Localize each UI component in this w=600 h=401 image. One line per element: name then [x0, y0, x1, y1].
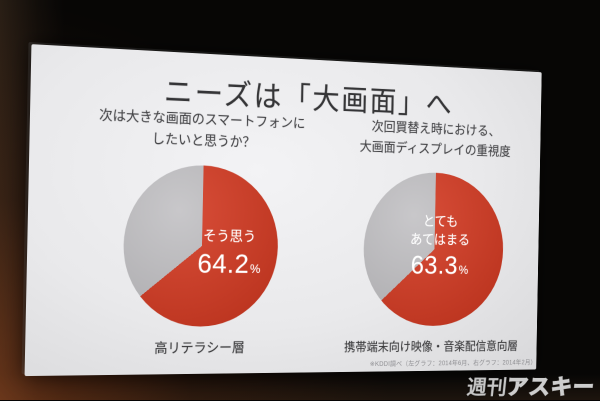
pie-right-value: 63.3% — [389, 250, 490, 280]
right-chart-caption: 携帯端末向け映像・音楽配信意向層 — [343, 339, 518, 355]
watermark-outline-text: アスキー — [505, 375, 597, 399]
pie-right-slice-label: とても あてはまる 63.3% — [389, 213, 490, 281]
watermark-solid-text: 週刊 — [465, 377, 508, 399]
pie-chart-left: そう思う 64.2% — [121, 163, 280, 327]
right-chart-panel: 次回買替え時における、 大画面ディスプレイの重視度 とても あてはまる 63.3… — [323, 115, 541, 369]
right-chart-question: 次回買替え時における、 大画面ディスプレイの重視度 — [327, 115, 540, 167]
pie-left-slice-label: そう思う 64.2% — [173, 228, 284, 280]
weekly-ascii-watermark: 週刊 アスキー — [465, 371, 597, 401]
pie-left-value-number: 64.2 — [197, 248, 250, 279]
projected-slide: ニーズは「大画面」へ 次は大きな画面のスマートフォンに したいと思うか？ そう思… — [24, 44, 542, 377]
pie-right-slice-name-line1: とても — [422, 214, 459, 231]
left-chart-caption: 高リテラシー層 — [154, 339, 245, 356]
source-footnote: ※KDDI調べ（左グラフ：2014年6月、右グラフ：2014年2月） — [369, 359, 537, 368]
pie-left-percent-sign: % — [249, 261, 261, 276]
pie-right-percent-sign: % — [458, 263, 469, 277]
pie-left-value: 64.2% — [173, 248, 283, 280]
pie-right-value-number: 63.3 — [410, 250, 459, 280]
left-chart-panel: 次は大きな画面のスマートフォンに したいと思うか？ そう思う 64.2% 高リテ… — [79, 104, 319, 358]
left-chart-question: 次は大きな画面のスマートフォンに したいと思うか？ — [83, 104, 319, 159]
pie-left-slice-name: そう思う — [202, 229, 257, 246]
pie-chart-right: とても あてはまる 63.3% — [362, 170, 505, 327]
pie-right-slice-name-line2: あてはまる — [409, 232, 471, 249]
